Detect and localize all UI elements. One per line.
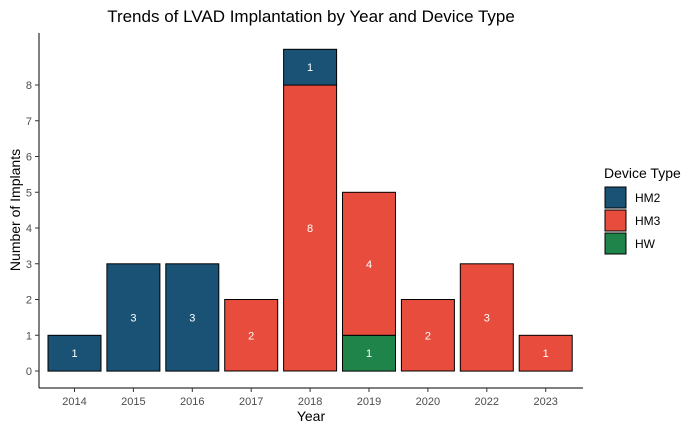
x-tick-label-2022: 2022 [475, 396, 499, 408]
legend-label-hw: HW [635, 237, 656, 251]
legend-title: Device Type [604, 165, 681, 181]
bar-hm2-2014 [47, 334, 102, 372]
data-label-hm3-2022: 3 [484, 312, 490, 324]
y-axis-title: Number of Implants [7, 149, 23, 271]
bar-hm3-2022 [459, 263, 514, 372]
x-tick-label-2020: 2020 [416, 396, 440, 408]
x-tick-label-2016: 2016 [180, 396, 204, 408]
plot-area: 1 3 3 2 8 1 1 4 2 3 1 0 1 2 3 4 5 6 7 8 2014 2015 2016 2017 2018… [26, 33, 583, 408]
bar-hm2-2015 [106, 263, 161, 372]
data-label-hm3-2018: 8 [307, 223, 313, 235]
x-tick-label-2018: 2018 [298, 396, 322, 408]
bar-hm2-2016 [165, 263, 220, 372]
x-tick-label-2019: 2019 [357, 396, 381, 408]
y-tick-label-3: 3 [26, 259, 32, 271]
legend-label-hm3: HM3 [635, 214, 661, 228]
data-label-hm3-2020: 2 [425, 330, 431, 342]
y-tick-label-8: 8 [26, 80, 32, 92]
data-label-hw-2019: 1 [366, 348, 372, 360]
data-label-hm3-2023: 1 [543, 348, 549, 360]
bar-hm3-2023 [518, 334, 573, 372]
y-tick-label-4: 4 [26, 223, 32, 235]
x-tick-label-2014: 2014 [62, 396, 86, 408]
x-tick-label-2015: 2015 [121, 396, 145, 408]
data-label-hm3-2017: 2 [248, 330, 254, 342]
data-label-hm2-2015: 3 [130, 312, 136, 324]
bar-hm3-2020 [400, 299, 455, 372]
bar-hm3-2019 [342, 191, 396, 336]
legend: Device Type HM2 HM3 HW [604, 165, 681, 255]
x-tick-label-2023: 2023 [533, 396, 557, 408]
bar-hm3-2018 [283, 84, 338, 372]
x-tick-label-2017: 2017 [239, 396, 263, 408]
bar-hw-2019 [342, 334, 396, 372]
y-tick-label-1: 1 [26, 330, 32, 342]
data-label-hm3-2019: 4 [366, 259, 372, 271]
y-tick-label-6: 6 [26, 152, 32, 164]
bar-hm3-2017 [224, 299, 279, 372]
x-axis-title: Year [297, 408, 326, 424]
data-label-hm2-2018: 1 [307, 62, 313, 74]
legend-label-hm2: HM2 [635, 191, 661, 205]
legend-key-hm2 [604, 186, 627, 209]
y-tick-label-5: 5 [26, 187, 32, 199]
legend-key-hm3 [604, 209, 627, 232]
data-label-hm2-2014: 1 [71, 348, 77, 360]
bar-hm2-2018 [283, 48, 338, 86]
y-tick-label-0: 0 [26, 366, 32, 378]
data-label-hm2-2016: 3 [189, 312, 195, 324]
chart-title: Trends of LVAD Implantation by Year and … [107, 7, 515, 26]
legend-key-hw [604, 232, 627, 255]
y-tick-label-7: 7 [26, 116, 32, 128]
y-tick-label-2: 2 [26, 295, 32, 307]
